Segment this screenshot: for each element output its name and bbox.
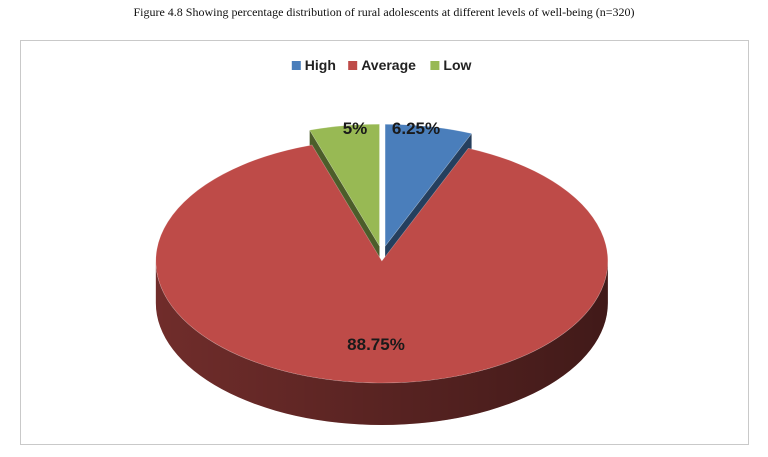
legend-label-high: High — [305, 57, 336, 73]
slice-high — [384, 123, 473, 248]
figure-caption: Figure 4.8 Showing percentage distributi… — [133, 5, 635, 19]
data-label-average: 88.75% — [347, 335, 405, 354]
slice-average — [155, 144, 609, 384]
legend-label-average: Average — [361, 57, 416, 73]
slice-low — [309, 123, 380, 248]
legend-swatch-average — [348, 61, 358, 70]
pie-slices — [155, 123, 609, 384]
data-label-high: 6.25% — [392, 119, 440, 138]
data-labels: 6.25% 88.75% 5% — [343, 119, 440, 354]
legend-swatch-high — [291, 61, 301, 70]
chart-legend: High Average Low — [291, 57, 472, 73]
data-label-low: 5% — [343, 119, 368, 138]
legend-label-low: Low — [443, 57, 471, 73]
slice-side-shade-average — [155, 260, 608, 425]
legend-swatch-low — [430, 61, 440, 70]
